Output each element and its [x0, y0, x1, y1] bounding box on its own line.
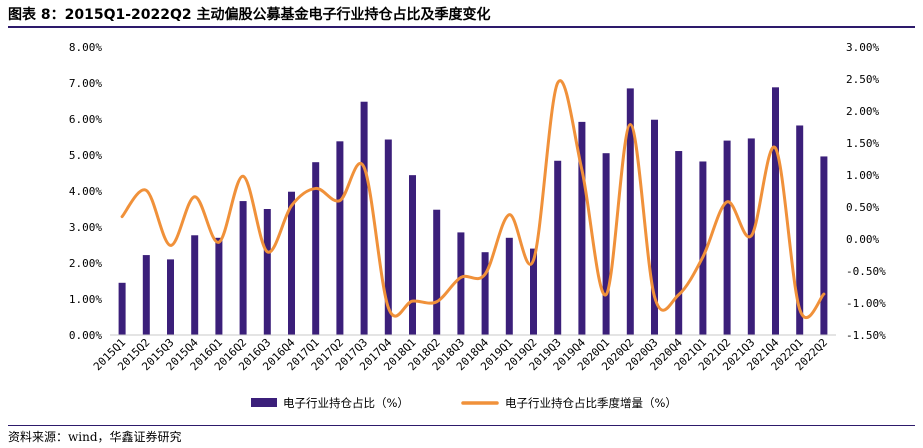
left-tick-label: 6.00%	[69, 113, 102, 126]
left-tick-label: 4.00%	[69, 185, 102, 198]
right-tick-label: 0.50%	[846, 201, 879, 214]
bar	[384, 139, 392, 335]
bar	[626, 88, 634, 336]
chart-area: 0.00% 1.00% 2.00% 3.00% 4.00% 5.00% 6.00% 7.00%…	[69, 41, 886, 410]
left-axis-ticks: 0.00% 1.00% 2.00% 3.00% 4.00% 5.00% 6.00% 7.00%…	[69, 41, 102, 342]
bar	[336, 141, 344, 335]
right-tick-label: -1.00%	[846, 297, 886, 310]
chart-title: 图表 8：2015Q1-2022Q2 主动偏股公募基金电子行业持仓占比及季度变化	[8, 4, 915, 28]
bar	[602, 153, 610, 335]
legend-label-bar: 电子行业持仓占比（%）	[283, 396, 409, 410]
line-series	[120, 79, 826, 320]
right-tick-label: 2.00%	[846, 105, 879, 118]
right-tick-label: -1.50%	[846, 329, 886, 342]
bar	[699, 161, 707, 335]
left-tick-label: 2.00%	[69, 257, 102, 270]
bar	[820, 156, 828, 335]
bar	[118, 282, 126, 335]
x-axis-ticks: 2015Q12015Q22015Q32015Q42016Q12016Q22016…	[91, 336, 830, 374]
bar	[772, 87, 779, 335]
bar	[142, 255, 150, 335]
right-tick-label: 0.00%	[846, 233, 879, 246]
bar	[167, 259, 174, 335]
left-tick-label: 5.00%	[69, 149, 102, 162]
bar	[263, 209, 271, 335]
bar	[723, 140, 731, 335]
bar	[675, 151, 683, 335]
bar	[505, 237, 513, 335]
left-tick-label: 8.00%	[69, 41, 102, 54]
legend: 电子行业持仓占比（%） 电子行业持仓占比季度增量（%）	[251, 396, 677, 410]
bar	[530, 248, 537, 335]
right-tick-label: 1.50%	[846, 137, 879, 150]
bar	[796, 125, 804, 335]
left-tick-label: 0.00%	[69, 329, 102, 342]
bar	[312, 162, 320, 335]
source-note: 资料来源：wind，华鑫证券研究	[8, 425, 915, 447]
legend-label-line: 电子行业持仓占比季度增量（%）	[505, 396, 677, 410]
legend-swatch-bar	[251, 398, 277, 407]
bar	[481, 252, 489, 335]
left-tick-label: 7.00%	[69, 77, 102, 90]
bar	[457, 232, 465, 335]
bar	[215, 237, 223, 335]
bar	[651, 119, 658, 335]
series-line	[120, 79, 826, 320]
right-axis-ticks: -1.50% -1.00% -0.50% 0.00% 0.50% 1.00% 1.50% 2.…	[846, 41, 886, 342]
left-tick-label: 3.00%	[69, 221, 102, 234]
bar	[360, 101, 368, 335]
bar	[433, 209, 441, 335]
bar	[578, 121, 586, 335]
right-tick-label: 2.50%	[846, 73, 879, 86]
right-tick-label: 1.00%	[846, 169, 879, 182]
right-tick-label: -0.50%	[846, 265, 886, 278]
bar	[191, 235, 199, 335]
left-tick-label: 1.00%	[69, 293, 102, 306]
bar	[288, 191, 295, 335]
bar	[554, 160, 562, 335]
bar-series	[118, 87, 828, 336]
bar	[239, 201, 247, 335]
bar	[409, 175, 416, 335]
right-tick-label: 3.00%	[846, 41, 879, 54]
